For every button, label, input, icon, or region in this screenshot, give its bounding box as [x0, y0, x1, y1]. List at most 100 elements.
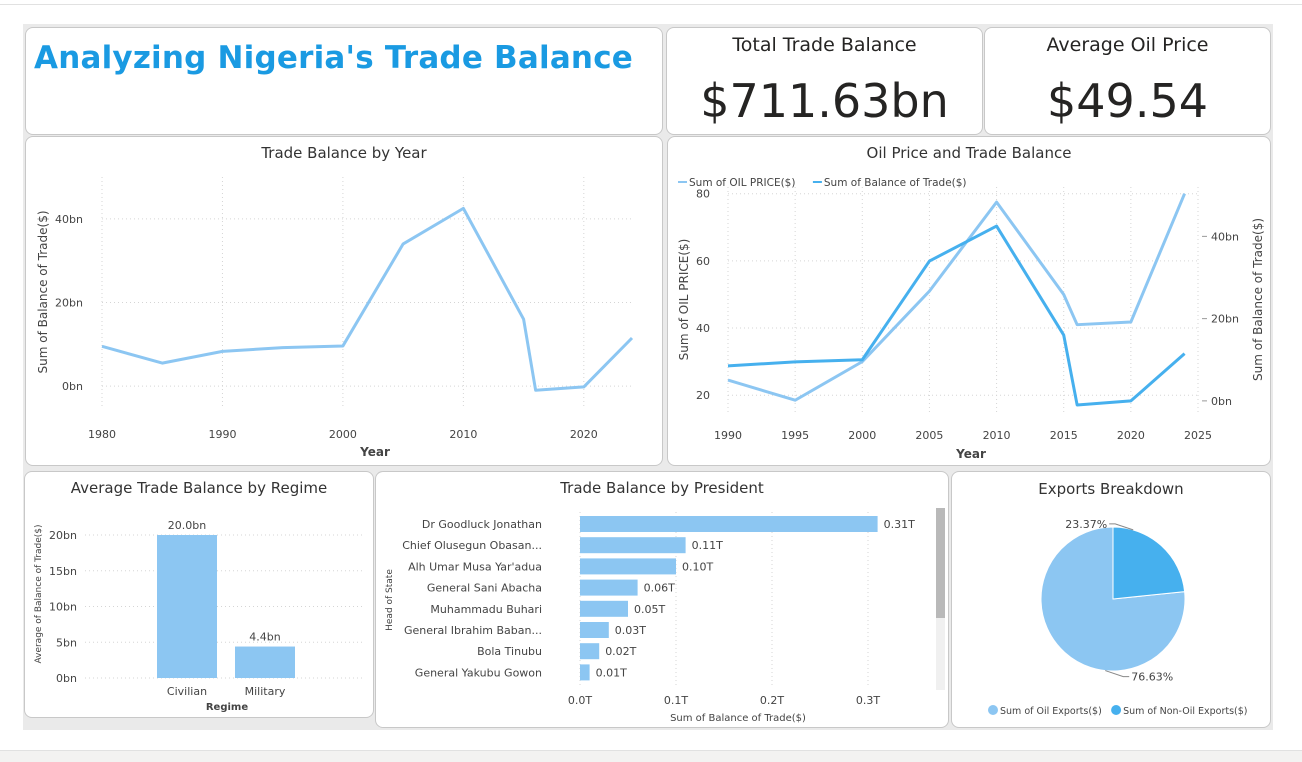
y-axis-title-right: Sum of Balance of Trade($) [1251, 218, 1265, 381]
trade-by-year-card[interactable]: Trade Balance by Year 1980 1990 2000 2010 20… [25, 136, 663, 466]
y-tick-label-left: 60 [696, 255, 710, 268]
president-bar [580, 643, 600, 660]
kpi-value: $49.54 [1047, 74, 1208, 128]
chart-title: Trade Balance by Year [261, 144, 427, 162]
x-tick-label: 2015 [1050, 429, 1078, 442]
bar-data-label: 0.31T [884, 518, 915, 531]
oil-vs-trade-card[interactable]: Oil Price and Trade Balance 1990 1995 2000… [667, 136, 1271, 466]
y-axis-title: Average of Balance of Trade($) [34, 524, 44, 663]
oil-vs-trade-chart[interactable]: 1990 1995 2000 2005 2010 2015 2020 2025 20 40 60 80… [668, 137, 1271, 466]
y-tick-label: 40bn [55, 213, 83, 226]
pie-data-label: 76.63% [1131, 671, 1173, 684]
x-tick-label: 2010 [983, 429, 1011, 442]
bar-data-label: 4.4bn [249, 631, 280, 644]
oil-exports-slice [1040, 526, 1186, 672]
x-axis-title: Year [359, 445, 390, 459]
chart-title: Oil Price and Trade Balance [866, 144, 1072, 162]
non-oil-exports-slice [1112, 526, 1186, 600]
x-tick-label: 0.0T [568, 694, 592, 707]
trade-by-regime-card[interactable]: Average Trade Balance by Regime 0bn 5bn 10… [24, 471, 374, 718]
y-tick-label: General Yakubu Gowon [415, 666, 542, 679]
legend-swatch [988, 705, 998, 715]
x-tick-label: 1980 [88, 428, 116, 441]
legend-label: Sum of Balance of Trade($) [824, 177, 967, 189]
y-tick-label: Muhammadu Buhari [430, 603, 542, 616]
trade-by-regime-chart[interactable]: 0bn 5bn 10bn 15bn 20bn 20.0bn Civilian 4.4bn Mil… [25, 472, 374, 718]
frame-top-border [0, 4, 1302, 5]
y-tick-label: 15bn [49, 565, 77, 578]
x-tick-label: 2020 [570, 428, 598, 441]
x-axis-title: Year [955, 447, 986, 461]
kpi-card-avg-oil[interactable]: Average Oil Price $49.54 [984, 27, 1271, 135]
bar-data-label: 0.11T [692, 539, 723, 552]
x-tick-label: 2010 [449, 428, 477, 441]
x-axis-title: Sum of Balance of Trade($) [670, 713, 806, 724]
president-bar [580, 622, 609, 638]
president-bar [580, 579, 638, 596]
y-tick-label-left: 80 [696, 188, 710, 201]
x-tick-label: Military [245, 685, 286, 698]
bar-data-label: 0.05T [634, 603, 665, 616]
trade-by-president-card[interactable]: Trade Balance by President 0.0T 0.1T 0.2T 0… [375, 471, 949, 728]
chart-title: Trade Balance by President [560, 479, 764, 497]
x-tick-label: 2025 [1184, 429, 1212, 442]
oil-price-line [727, 193, 1186, 402]
x-tick-label: 2020 [1117, 429, 1145, 442]
trade-balance-line [727, 224, 1186, 407]
kpi-label: Average Oil Price [1046, 34, 1209, 56]
y-tick-label: 5bn [56, 636, 77, 649]
president-bar [580, 664, 590, 681]
trade-by-year-chart[interactable]: 1980 1990 2000 2010 2020 0bn 20bn 40bn Year Sum o… [26, 137, 663, 466]
y-axis-title: Sum of Balance of Trade($) [36, 210, 50, 373]
trade-by-president-chart[interactable]: 0.0T 0.1T 0.2T 0.3T 0.31T Dr Goodluck Jonatha… [376, 472, 949, 728]
kpi-value: $711.63bn [700, 74, 949, 128]
chart-title: Exports Breakdown [1038, 480, 1184, 498]
bar-data-label: 0.02T [605, 645, 636, 658]
regime-bar [235, 646, 295, 678]
president-bar [580, 558, 676, 575]
x-tick-label: 0.1T [664, 694, 688, 707]
y-tick-label: 20bn [55, 296, 83, 309]
legend-label: Sum of OIL PRICE($) [689, 177, 795, 189]
bar-data-label: 0.10T [682, 560, 713, 573]
page-title: Analyzing Nigeria's Trade Balance [34, 40, 634, 76]
legend-label: Sum of Oil Exports($) [1000, 706, 1102, 717]
bar-data-label: 0.01T [596, 666, 627, 679]
x-tick-label: 0.2T [760, 694, 784, 707]
x-axis-title: Regime [206, 702, 248, 713]
kpi-card-total-trade[interactable]: Total Trade Balance $711.63bn [666, 27, 983, 135]
y-tick-label: 10bn [49, 601, 77, 614]
y-tick-label: Dr Goodluck Jonathan [422, 518, 542, 531]
regime-bar [157, 535, 217, 678]
y-tick-label-right: 0bn [1211, 395, 1232, 408]
title-card: Analyzing Nigeria's Trade Balance [25, 27, 663, 135]
y-tick-label-left: 20 [696, 389, 710, 402]
x-tick-label: 1995 [781, 429, 809, 442]
x-tick-label: 0.3T [856, 694, 880, 707]
y-tick-label: 0bn [62, 380, 83, 393]
president-bar [580, 600, 628, 617]
kpi-label: Total Trade Balance [732, 34, 917, 56]
page-footer-bar [0, 750, 1302, 762]
president-bar [580, 516, 878, 532]
y-tick-label-right: 40bn [1211, 230, 1239, 243]
x-tick-label: 2000 [329, 428, 357, 441]
legend-swatch [1111, 705, 1122, 715]
pie-leader-line [1109, 523, 1134, 531]
y-tick-label: Alh Umar Musa Yar'adua [408, 560, 542, 573]
president-scrollbar-thumb[interactable] [936, 508, 945, 618]
pie-data-label: 23.37% [1065, 518, 1107, 531]
y-tick-label-right: 20bn [1211, 313, 1239, 326]
bar-data-label: 20.0bn [168, 519, 206, 532]
y-tick-label: 20bn [49, 529, 77, 542]
y-tick-label: 0bn [56, 672, 77, 685]
x-tick-label: 1990 [714, 429, 742, 442]
y-tick-label: General Ibrahim Baban... [404, 624, 542, 637]
exports-breakdown-chart[interactable]: 76.63% 23.37% Sum of Oil Exports($) Sum of … [952, 472, 1271, 728]
bar-data-label: 0.06T [644, 582, 675, 595]
chart-title: Average Trade Balance by Regime [70, 479, 328, 497]
exports-breakdown-card[interactable]: Exports Breakdown 76.63% 23.37% Sum of Oil… [951, 471, 1271, 728]
bar-data-label: 0.03T [615, 624, 646, 637]
y-tick-label: Chief Olusegun Obasan... [402, 539, 542, 552]
x-tick-label: 2000 [848, 429, 876, 442]
